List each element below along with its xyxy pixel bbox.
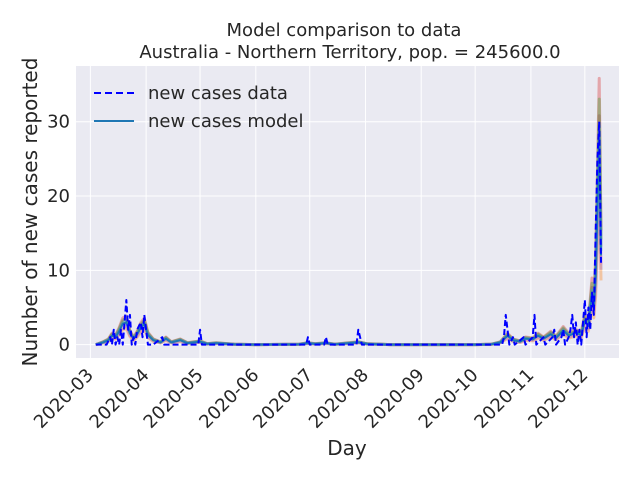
x-tick-label: 2020-03 bbox=[30, 365, 98, 433]
x-tick-label: 2020-07 bbox=[249, 365, 317, 433]
x-axis-label: Day bbox=[327, 436, 367, 460]
plot-area bbox=[76, 66, 619, 358]
y-tick-label: 30 bbox=[47, 112, 70, 133]
y-tick-label: 10 bbox=[47, 260, 70, 281]
x-tick-label: 2020-10 bbox=[415, 365, 483, 433]
chart-title: Model comparison to data bbox=[227, 20, 462, 41]
y-tick-label: 20 bbox=[47, 186, 70, 207]
x-axis-ticks: 2020-032020-042020-052020-062020-072020-… bbox=[30, 365, 592, 433]
x-tick-label: 2020-08 bbox=[305, 365, 373, 433]
y-tick-label: 0 bbox=[59, 335, 70, 356]
series-line-data bbox=[95, 120, 603, 346]
legend-label-data: new cases data bbox=[148, 83, 288, 104]
x-tick-label: 2020-12 bbox=[524, 365, 592, 433]
series-lines bbox=[95, 120, 603, 346]
y-axis-ticks: 0 10 20 30 bbox=[47, 112, 70, 356]
chart-subtitle: Australia - Northern Territory, pop. = 2… bbox=[139, 42, 560, 63]
x-tick-label: 2020-05 bbox=[140, 365, 208, 433]
legend: new cases data new cases model bbox=[94, 83, 303, 132]
y-axis-label: Number of new cases reported bbox=[18, 58, 42, 367]
legend-label-model: new cases model bbox=[148, 111, 303, 132]
